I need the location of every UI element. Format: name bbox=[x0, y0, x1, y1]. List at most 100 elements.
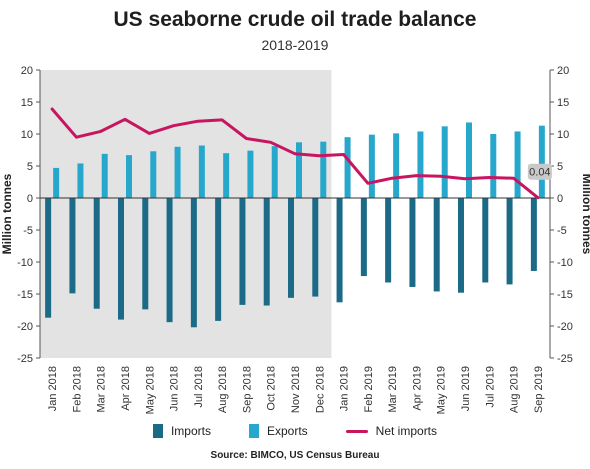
bar-exports bbox=[77, 163, 84, 198]
legend-item-net-imports: Net imports bbox=[345, 424, 438, 438]
legend-swatch-imports bbox=[152, 424, 163, 438]
y-tick-label-right: -25 bbox=[557, 353, 573, 365]
y-tick-label-left: 15 bbox=[21, 97, 33, 109]
bar-exports bbox=[441, 126, 448, 198]
bar-imports bbox=[239, 198, 246, 305]
bar-imports bbox=[69, 198, 76, 294]
bar-exports bbox=[344, 137, 351, 198]
y-tick-label-left: 20 bbox=[21, 65, 33, 77]
legend-item-exports: Exports bbox=[248, 424, 308, 438]
y-tick-label-right: 15 bbox=[557, 97, 569, 109]
y-axis-title-right: Million tonnes bbox=[580, 174, 590, 255]
legend-label-exports: Exports bbox=[266, 424, 308, 438]
bar-imports bbox=[288, 198, 294, 298]
y-tick-label-left: -10 bbox=[17, 257, 33, 269]
bar-imports bbox=[312, 198, 319, 297]
chart-legend: Imports Exports Net imports bbox=[0, 424, 590, 438]
bar-imports bbox=[215, 198, 222, 321]
y-tick-label-right: 20 bbox=[557, 65, 569, 77]
legend-label-imports: Imports bbox=[170, 424, 211, 438]
bar-imports bbox=[166, 198, 173, 323]
y-tick-label-right: -20 bbox=[557, 321, 573, 333]
y-tick-label-left: -15 bbox=[17, 289, 33, 301]
bar-imports bbox=[506, 198, 513, 285]
annotation-box bbox=[527, 163, 552, 180]
bar-imports bbox=[190, 198, 197, 328]
bar-imports bbox=[45, 198, 52, 318]
shaded-period-2018 bbox=[40, 70, 332, 358]
bar-exports bbox=[417, 131, 424, 198]
x-tick-label: Jun 2019 bbox=[460, 366, 472, 411]
legend-swatch-net-imports bbox=[345, 429, 368, 433]
bar-imports bbox=[433, 198, 440, 292]
annotation-label: 0.04 bbox=[529, 167, 550, 179]
x-tick-label: Jul 2018 bbox=[193, 366, 205, 408]
bar-exports bbox=[198, 145, 205, 198]
bar-exports bbox=[223, 153, 230, 198]
bar-exports bbox=[466, 122, 472, 198]
x-tick-label: Aug 2018 bbox=[217, 366, 229, 413]
bar-imports bbox=[118, 198, 124, 320]
bar-exports bbox=[296, 142, 302, 198]
x-tick-label: May 2019 bbox=[436, 366, 448, 414]
bar-imports bbox=[263, 198, 270, 306]
bar-imports bbox=[409, 198, 416, 287]
bar-exports bbox=[126, 155, 132, 198]
bar-exports bbox=[368, 134, 375, 198]
bar-imports bbox=[458, 198, 464, 293]
y-tick-label-left: -20 bbox=[17, 321, 33, 333]
x-tick-label: Oct 2018 bbox=[266, 366, 278, 411]
x-tick-label: Jul 2019 bbox=[484, 366, 496, 408]
bar-exports bbox=[53, 167, 60, 198]
y-tick-label-left: 10 bbox=[21, 129, 33, 141]
bar-exports bbox=[247, 150, 254, 198]
x-tick-label: Mar 2018 bbox=[96, 366, 108, 412]
x-tick-label: Apr 2019 bbox=[411, 366, 423, 411]
x-tick-label: Jan 2019 bbox=[339, 366, 351, 411]
x-tick-label: Dec 2018 bbox=[314, 366, 326, 413]
y-tick-label-left: 5 bbox=[27, 161, 33, 173]
source-note: Source: BIMCO, US Census Bureau bbox=[210, 450, 380, 461]
bar-imports bbox=[385, 198, 392, 283]
chart-title: US seaborne crude oil trade balance bbox=[113, 8, 477, 31]
bar-imports bbox=[336, 198, 343, 303]
x-tick-label: Feb 2019 bbox=[363, 366, 375, 412]
bar-exports bbox=[320, 141, 327, 198]
legend-swatch-exports bbox=[248, 424, 259, 438]
legend-label-net-imports: Net imports bbox=[375, 424, 438, 438]
legend-item-imports: Imports bbox=[152, 424, 211, 438]
bar-exports bbox=[490, 134, 497, 198]
chart-subtitle: 2018-2019 bbox=[261, 37, 329, 53]
x-tick-label: Apr 2018 bbox=[120, 366, 132, 411]
bar-imports bbox=[482, 198, 489, 283]
y-tick-label-left: -5 bbox=[23, 225, 33, 237]
bar-imports bbox=[93, 198, 100, 309]
bar-exports bbox=[150, 151, 157, 198]
y-tick-label-right: -15 bbox=[557, 289, 573, 301]
y-tick-label-right: -10 bbox=[557, 257, 573, 269]
x-tick-label: Nov 2018 bbox=[290, 366, 302, 413]
bar-imports bbox=[360, 198, 367, 277]
bar-exports bbox=[514, 131, 521, 198]
x-tick-label: Jan 2018 bbox=[47, 366, 59, 411]
y-tick-label-right: 10 bbox=[557, 129, 569, 141]
y-tick-label-right: 0 bbox=[557, 193, 563, 205]
bar-exports bbox=[271, 146, 278, 198]
x-tick-label: Aug 2019 bbox=[509, 366, 521, 413]
bar-imports bbox=[530, 198, 537, 271]
bar-exports bbox=[538, 125, 545, 198]
y-tick-label-right: -5 bbox=[557, 225, 567, 237]
x-tick-label: Jun 2018 bbox=[169, 366, 181, 411]
y-tick-label-left: -25 bbox=[17, 353, 33, 365]
series-line-net-imports bbox=[50, 107, 540, 200]
x-tick-label: Feb 2018 bbox=[71, 366, 83, 412]
bar-exports bbox=[101, 153, 108, 198]
x-tick-label: May 2018 bbox=[144, 366, 156, 414]
y-tick-label-left: 0 bbox=[27, 193, 33, 205]
bar-exports bbox=[174, 146, 181, 198]
y-axis-title-left: Million tonnes bbox=[0, 173, 14, 254]
x-tick-label: Sep 2018 bbox=[241, 366, 253, 413]
bar-imports bbox=[142, 198, 149, 310]
x-tick-label: Sep 2019 bbox=[533, 366, 545, 413]
bar-exports bbox=[393, 133, 400, 198]
